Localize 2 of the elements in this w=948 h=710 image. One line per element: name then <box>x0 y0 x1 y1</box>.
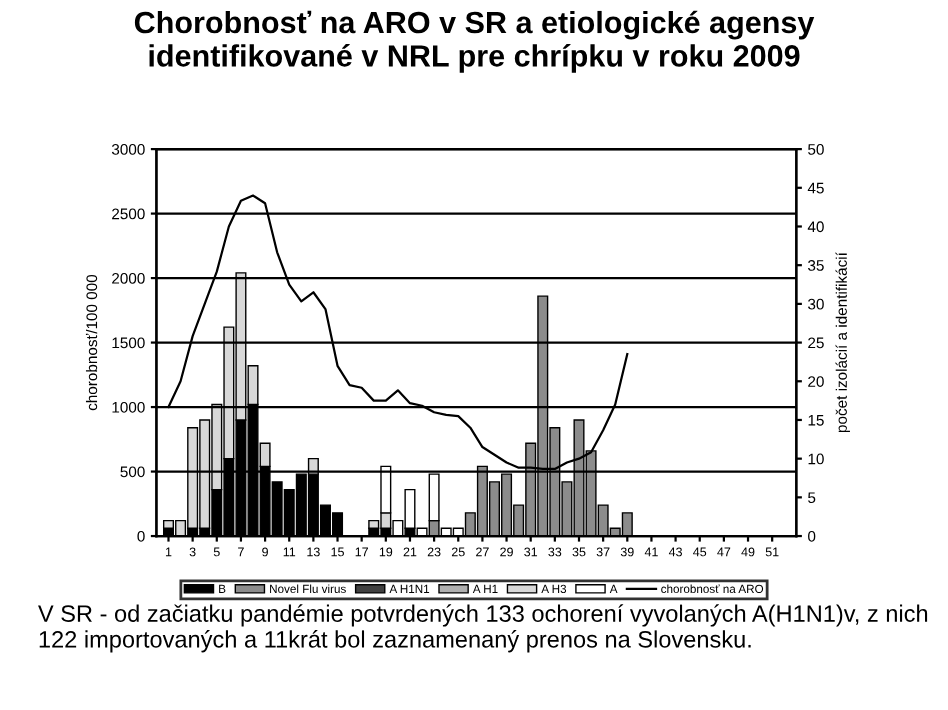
text: V SR - od začiatku pandémie potvrdených 133 ochorení vyvolaných A(H1N1)v, z nich 122 importovaných a 11krát bol zaznamenaný prenos na Slovensku. <box>38 604 928 653</box>
chart-title: Chorobnosť na ARO v SR a etiologické agensy identifikované v NRL pre chrípku v roku 2009 <box>134 10 815 73</box>
